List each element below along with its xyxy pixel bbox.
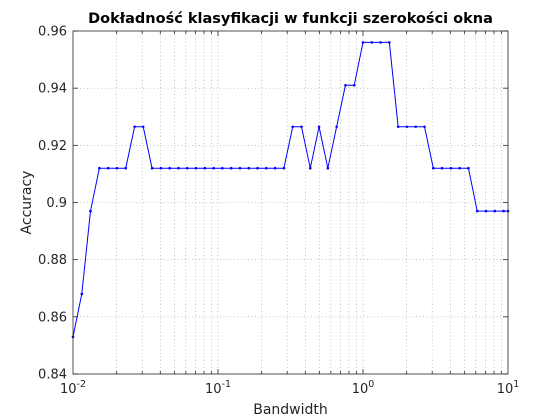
data-point (379, 41, 382, 44)
x-axis-label: Bandwidth (253, 402, 328, 418)
data-point (168, 167, 171, 170)
data-point (230, 167, 233, 170)
data-point (309, 167, 312, 170)
y-tick-label: 0.94 (38, 82, 67, 97)
data-point (160, 167, 163, 170)
data-point (186, 167, 189, 170)
y-tick-label: 0.9 (46, 196, 67, 211)
data-point (476, 210, 479, 213)
y-tick-label: 0.84 (38, 368, 67, 383)
data-point (142, 125, 145, 128)
data-point (335, 125, 338, 128)
data-point (362, 41, 365, 44)
data-point (265, 167, 268, 170)
y-tick-label: 0.96 (38, 25, 67, 40)
data-point (124, 167, 127, 170)
data-point (300, 125, 303, 128)
data-point (344, 84, 347, 87)
data-point (423, 125, 426, 128)
data-point (494, 210, 497, 213)
data-point (388, 41, 391, 44)
data-point (204, 167, 207, 170)
data-point (450, 167, 453, 170)
data-point (116, 167, 119, 170)
data-point (502, 210, 505, 213)
data-point (274, 167, 277, 170)
data-point (107, 167, 110, 170)
data-point (239, 167, 242, 170)
chart-title: Dokładność klasyfikacji w funkcji szerok… (88, 11, 493, 27)
data-point (458, 167, 461, 170)
data-point (247, 167, 250, 170)
data-point (221, 167, 224, 170)
data-point (414, 125, 417, 128)
data-point (327, 167, 330, 170)
y-tick-label: 0.92 (38, 139, 67, 154)
y-tick-label: 0.88 (38, 253, 67, 268)
y-axis-label: Accuracy (19, 171, 35, 235)
data-point (441, 167, 444, 170)
data-point (283, 167, 286, 170)
y-tick-label: 0.86 (38, 310, 67, 325)
data-point (256, 167, 259, 170)
data-point (133, 125, 136, 128)
data-point (151, 167, 154, 170)
data-point (432, 167, 435, 170)
data-point (406, 125, 409, 128)
data-point (98, 167, 101, 170)
data-point (212, 167, 215, 170)
data-point (89, 210, 92, 213)
data-point (370, 41, 373, 44)
data-point (397, 125, 400, 128)
data-point (291, 125, 294, 128)
data-point (485, 210, 488, 213)
data-point (177, 167, 180, 170)
data-point (195, 167, 198, 170)
data-point (318, 125, 321, 128)
data-point (81, 293, 84, 296)
data-point (467, 167, 470, 170)
data-point (353, 84, 356, 87)
